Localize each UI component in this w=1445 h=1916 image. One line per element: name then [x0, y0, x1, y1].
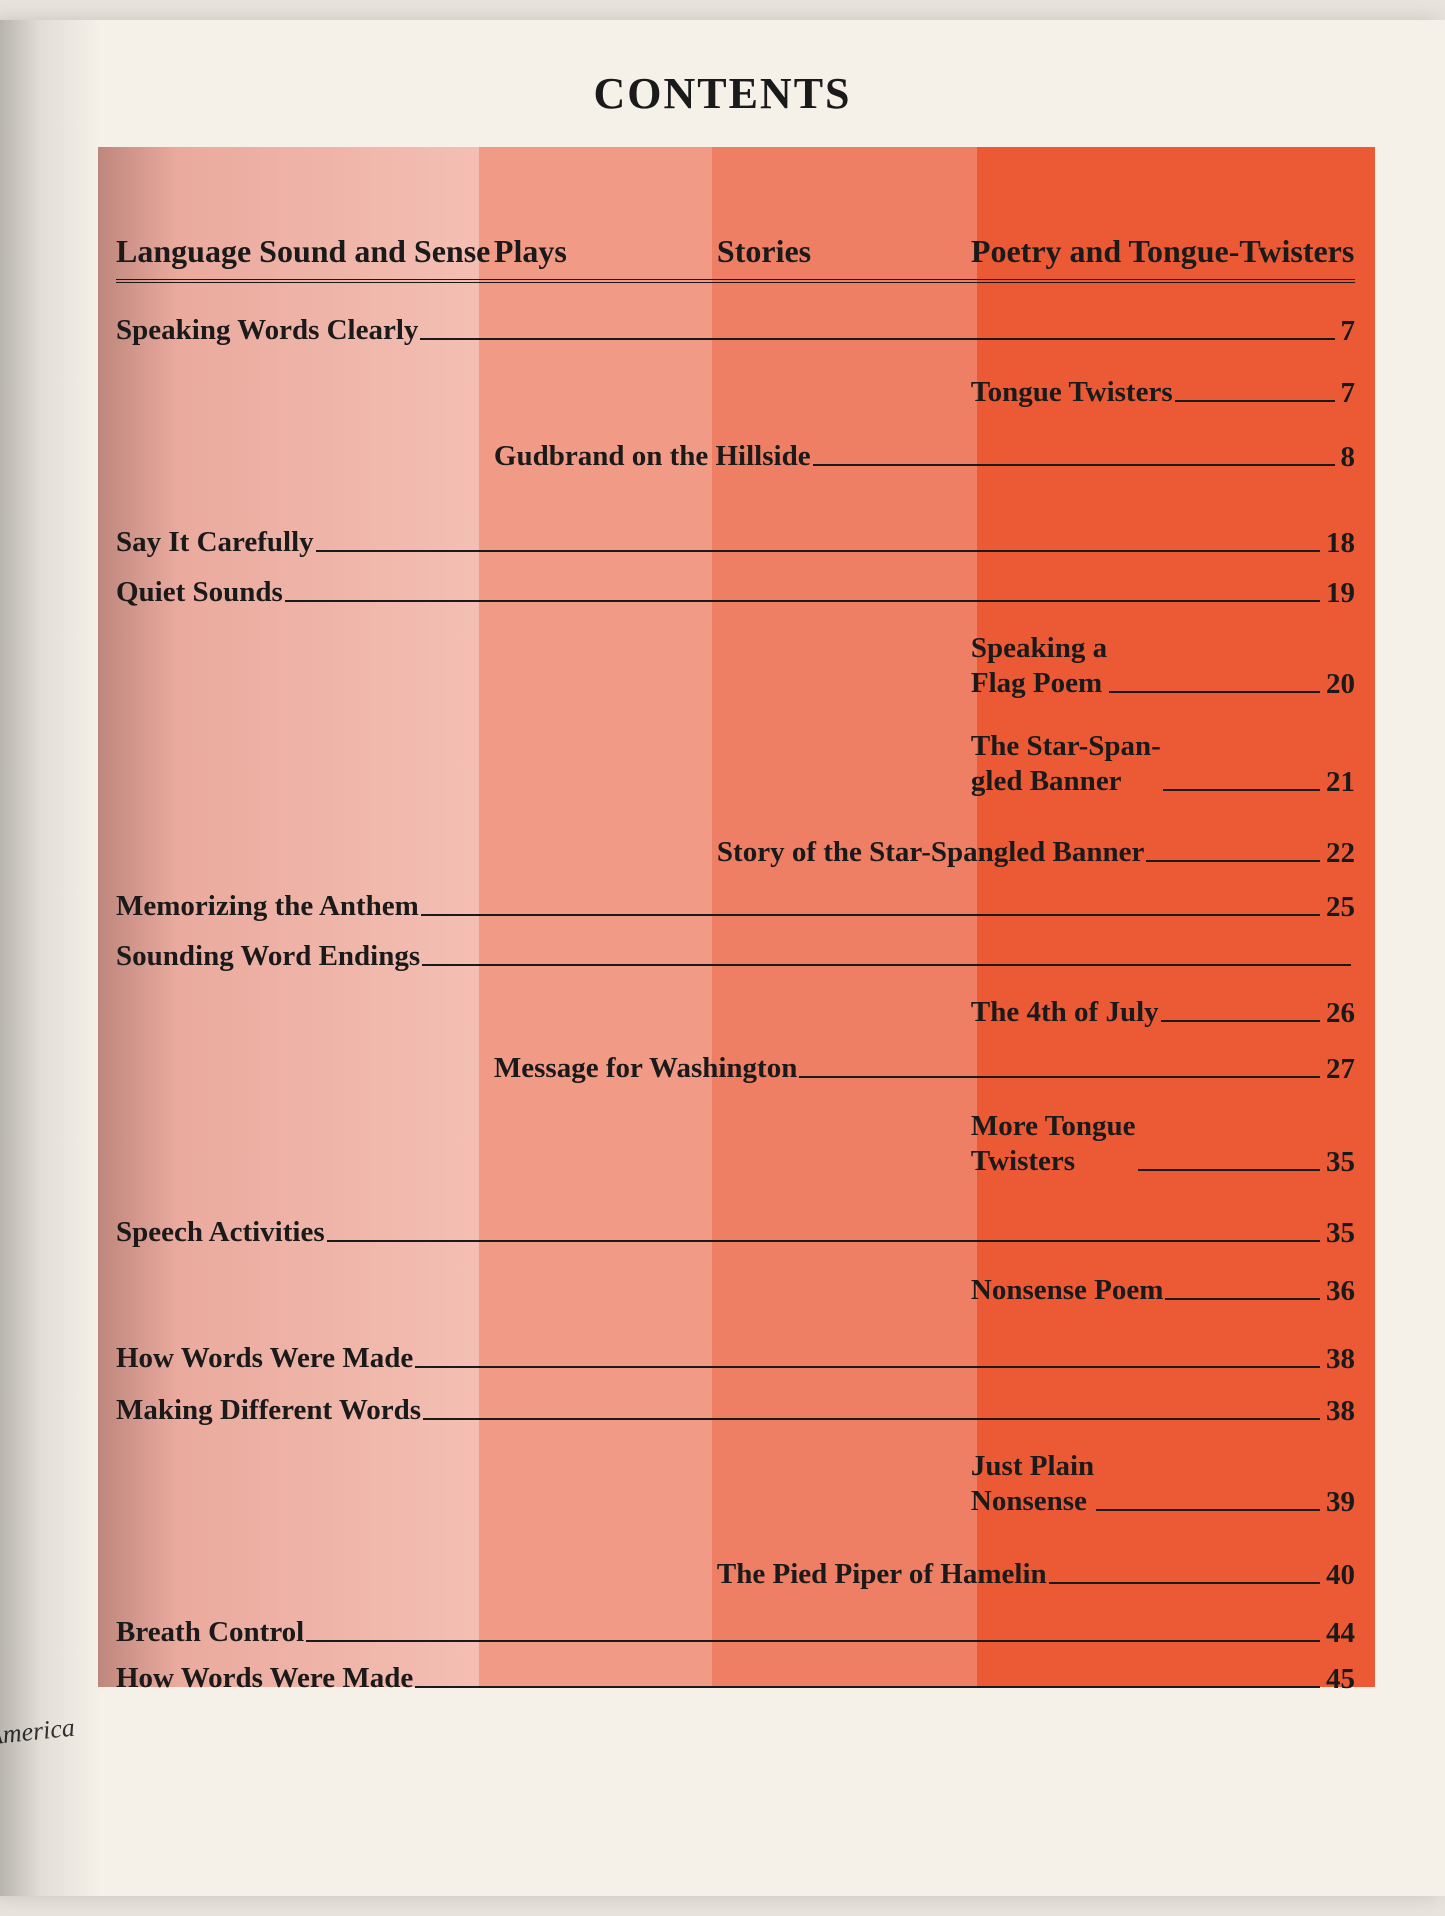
toc-entry: Gudbrand on the Hillside 8: [494, 439, 1355, 474]
toc-leader-line: [327, 1240, 1320, 1242]
toc-entry: The 4th of July 26: [971, 995, 1355, 1030]
toc-entry: The Pied Piper of Hamelin 40: [717, 1557, 1355, 1592]
toc-entry-page: 39: [1324, 1486, 1355, 1519]
toc-leader-line: [415, 1366, 1320, 1368]
toc-entry-page: 7: [1339, 377, 1356, 410]
contents-overlay: Language Sound and Sense Plays Stories P…: [98, 147, 1375, 1687]
toc-entry-page: 18: [1324, 527, 1355, 560]
toc-entry-label: Breath Control: [116, 1615, 306, 1650]
toc-leader-line: [1165, 1298, 1320, 1300]
toc-entry: Tongue Twisters 7: [971, 375, 1355, 410]
toc-leader-line: [306, 1640, 1320, 1642]
toc-entry-page: 8: [1339, 441, 1356, 474]
toc-entry-label: Gudbrand on the Hillside: [494, 439, 813, 474]
toc-entry: More Tongue Twisters 35: [971, 1109, 1355, 1179]
prev-page-bleed: ss f America: [0, 1626, 78, 1771]
toc-entry-page: 38: [1324, 1395, 1355, 1428]
toc-entry: Quiet Sounds 19: [116, 575, 1355, 610]
toc-entry-page: 20: [1324, 668, 1355, 701]
toc-entry-page: 45: [1324, 1663, 1355, 1696]
toc-entry-label: Speaking Words Clearly: [116, 313, 420, 348]
toc-entry: Sounding Word Endings: [116, 939, 1355, 974]
prev-page-frag-2: f America: [0, 1693, 78, 1771]
toc-leader-line: [420, 338, 1334, 340]
toc-entry-page: 22: [1324, 837, 1355, 870]
toc-entry: Speaking a Flag Poem 20: [971, 631, 1355, 701]
toc-entry-label: How Words Were Made: [116, 1341, 415, 1376]
toc-entry-label: Just Plain Nonsense: [971, 1449, 1096, 1519]
prev-page-frag-1: ss: [0, 1626, 71, 1704]
toc-entry-page: 21: [1324, 766, 1355, 799]
toc-entry-label: Tongue Twisters: [971, 375, 1175, 410]
toc-entry: Nonsense Poem 36: [971, 1273, 1355, 1308]
toc-entry-page: 7: [1339, 315, 1356, 348]
toc-leader-line: [422, 964, 1351, 966]
toc-entry-page: 25: [1324, 891, 1355, 924]
toc-leader-line: [316, 550, 1320, 552]
toc-entry-page: 27: [1324, 1053, 1355, 1086]
toc-entry-label: Making Different Words: [116, 1393, 423, 1428]
toc-leader-line: [1049, 1582, 1320, 1584]
toc-entry: Message for Washington 27: [494, 1051, 1355, 1086]
toc-entry-page: 44: [1324, 1617, 1355, 1650]
toc-leader-line: [423, 1418, 1320, 1420]
toc-entry-page: 35: [1324, 1146, 1355, 1179]
toc-entry-page: 19: [1324, 577, 1355, 610]
toc-entry: Speaking Words Clearly 7: [116, 313, 1355, 348]
toc-entry: Say It Carefully 18: [116, 525, 1355, 560]
toc-entry: The Star-Span- gled Banner 21: [971, 729, 1355, 799]
toc-entry-label: Quiet Sounds: [116, 575, 285, 610]
toc-entry-label: Speech Activities: [116, 1215, 327, 1250]
toc-entry-page: 36: [1324, 1275, 1355, 1308]
header-col-3: Stories: [717, 231, 811, 271]
toc-leader-line: [813, 464, 1335, 466]
toc-entry-label: The Star-Span- gled Banner: [971, 729, 1163, 799]
header-col-2: Plays: [494, 231, 567, 271]
toc-entry-label: Say It Carefully: [116, 525, 316, 560]
toc-entry: Speech Activities 35: [116, 1215, 1355, 1250]
toc-entry-page: 38: [1324, 1343, 1355, 1376]
toc-entry-page: 26: [1324, 997, 1355, 1030]
toc-leader-line: [415, 1686, 1320, 1688]
toc-leader-line: [285, 600, 1320, 602]
toc-leader-line: [1096, 1509, 1320, 1511]
toc-entry-label: How Words Were Made: [116, 1661, 415, 1696]
toc-entry: How Words Were Made 38: [116, 1341, 1355, 1376]
book-page: CONTENTS Language Sound and Sense Plays …: [0, 20, 1445, 1896]
contents-block: Language Sound and Sense Plays Stories P…: [98, 147, 1375, 1687]
page-title: CONTENTS: [0, 20, 1445, 147]
header-col-1: Language Sound and Sense: [116, 231, 490, 271]
column-headers: Language Sound and Sense Plays Stories P…: [116, 173, 1355, 283]
toc-leader-line: [1163, 789, 1320, 791]
toc-leader-line: [421, 914, 1320, 916]
toc-entry: Memorizing the Anthem 25: [116, 889, 1355, 924]
toc-leader-line: [799, 1076, 1320, 1078]
toc-entry-label: The Pied Piper of Hamelin: [717, 1557, 1049, 1592]
toc-entry: Making Different Words 38: [116, 1393, 1355, 1428]
toc-entry: Story of the Star-Spangled Banner 22: [717, 835, 1355, 870]
toc-entry: Breath Control 44: [116, 1615, 1355, 1650]
toc-entry: Just Plain Nonsense 39: [971, 1449, 1355, 1519]
toc-leader-line: [1161, 1020, 1320, 1022]
toc-entry: How Words Were Made 45: [116, 1661, 1355, 1696]
toc-entry-label: Sounding Word Endings: [116, 939, 422, 974]
toc-entry-label: Story of the Star-Spangled Banner: [717, 835, 1147, 870]
toc-entry-label: Nonsense Poem: [971, 1273, 1166, 1308]
toc-leader-line: [1175, 400, 1335, 402]
toc-entry-page: 35: [1324, 1217, 1355, 1250]
toc-leader-line: [1138, 1169, 1320, 1171]
toc-entry-label: The 4th of July: [971, 995, 1161, 1030]
toc-leader-line: [1146, 860, 1320, 862]
toc-entry-page: 40: [1324, 1559, 1355, 1592]
spine-shadow: [0, 20, 100, 1896]
toc-entry-label: More Tongue Twisters: [971, 1109, 1138, 1179]
toc-entry-label: Message for Washington: [494, 1051, 799, 1086]
header-col-4: Poetry and Tongue-Twisters: [971, 231, 1354, 271]
toc-entry-label: Speaking a Flag Poem: [971, 631, 1109, 701]
toc-entry-label: Memorizing the Anthem: [116, 889, 421, 924]
toc-leader-line: [1109, 691, 1320, 693]
